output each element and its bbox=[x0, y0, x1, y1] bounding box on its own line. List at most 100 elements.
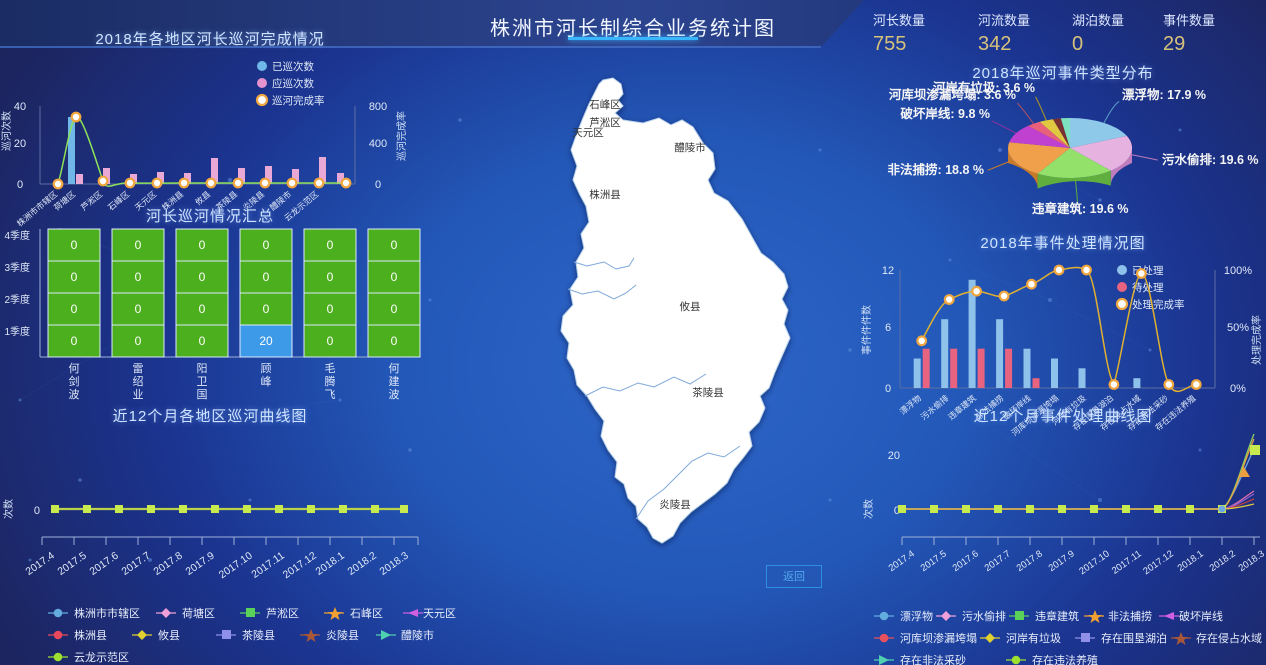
svg-text:茶陵县: 茶陵县 bbox=[242, 629, 275, 642]
svg-text:2017.5: 2017.5 bbox=[56, 550, 89, 578]
svg-text:2017.10: 2017.10 bbox=[1077, 548, 1111, 577]
svg-text:攸县: 攸县 bbox=[680, 300, 701, 313]
svg-text:0: 0 bbox=[199, 334, 206, 348]
svg-text:荷塘区: 荷塘区 bbox=[182, 606, 215, 620]
svg-text:20: 20 bbox=[888, 450, 900, 462]
svg-text:业: 业 bbox=[133, 388, 144, 401]
svg-text:2017.6: 2017.6 bbox=[88, 550, 121, 578]
svg-text:100%: 100% bbox=[1224, 265, 1252, 277]
svg-text:800: 800 bbox=[369, 101, 387, 113]
svg-text:炎陵县: 炎陵县 bbox=[659, 499, 691, 511]
svg-text:2017.7: 2017.7 bbox=[983, 548, 1013, 574]
svg-text:4季度: 4季度 bbox=[4, 229, 30, 242]
svg-text:0: 0 bbox=[327, 270, 334, 284]
svg-text:存在侵占水域: 存在侵占水域 bbox=[1196, 631, 1262, 645]
svg-text:0: 0 bbox=[135, 270, 142, 284]
svg-text:0: 0 bbox=[71, 302, 78, 316]
svg-text:已巡次数: 已巡次数 bbox=[272, 60, 314, 73]
svg-text:国: 国 bbox=[197, 388, 208, 401]
svg-text:2018.2: 2018.2 bbox=[1208, 548, 1238, 574]
svg-text:0: 0 bbox=[391, 238, 398, 252]
svg-text:0: 0 bbox=[885, 383, 891, 395]
svg-text:处理完成率: 处理完成率 bbox=[1132, 298, 1185, 311]
svg-text:0: 0 bbox=[199, 270, 206, 284]
svg-text:次数: 次数 bbox=[2, 499, 15, 519]
svg-text:0: 0 bbox=[71, 334, 78, 348]
svg-text:炎陵县: 炎陵县 bbox=[326, 629, 359, 642]
svg-text:漂浮物: 17.9 %: 漂浮物: 17.9 % bbox=[1122, 87, 1206, 102]
svg-text:0: 0 bbox=[327, 238, 334, 252]
svg-text:20: 20 bbox=[259, 334, 273, 348]
svg-text:河岸有垃圾: 河岸有垃圾 bbox=[1006, 631, 1061, 645]
svg-text:存在围垦湖泊: 存在围垦湖泊 bbox=[1101, 631, 1167, 645]
svg-text:0: 0 bbox=[391, 334, 398, 348]
svg-text:40: 40 bbox=[14, 101, 26, 113]
svg-text:2017.6: 2017.6 bbox=[951, 548, 981, 574]
svg-text:2017.12: 2017.12 bbox=[281, 550, 319, 582]
svg-text:卫: 卫 bbox=[197, 376, 208, 388]
svg-text:2017.9: 2017.9 bbox=[184, 550, 217, 578]
svg-text:株洲市市辖区: 株洲市市辖区 bbox=[74, 606, 140, 620]
svg-text:2018.3: 2018.3 bbox=[378, 550, 411, 578]
svg-text:何: 何 bbox=[389, 362, 400, 375]
svg-text:0: 0 bbox=[199, 302, 206, 316]
svg-text:2017.11: 2017.11 bbox=[1110, 548, 1144, 576]
svg-text:事件件件数: 事件件件数 bbox=[860, 305, 873, 355]
svg-text:0%: 0% bbox=[1230, 383, 1246, 395]
svg-text:顾: 顾 bbox=[261, 362, 272, 375]
svg-text:0: 0 bbox=[391, 270, 398, 284]
svg-text:污水偷排: 污水偷排 bbox=[962, 609, 1006, 623]
svg-text:阳: 阳 bbox=[197, 362, 208, 375]
svg-text:应巡次数: 应巡次数 bbox=[272, 77, 314, 90]
svg-text:1季度: 1季度 bbox=[4, 325, 30, 338]
svg-text:天元区: 天元区 bbox=[572, 127, 604, 139]
svg-text:400: 400 bbox=[369, 138, 387, 150]
svg-text:处理完成率: 处理完成率 bbox=[1250, 315, 1263, 365]
svg-text:2017.9: 2017.9 bbox=[1047, 548, 1077, 574]
svg-text:波: 波 bbox=[389, 388, 400, 401]
svg-text:2018.2: 2018.2 bbox=[346, 550, 379, 578]
svg-text:0: 0 bbox=[375, 179, 381, 191]
svg-text:破坏岸线: 9.8 %: 破坏岸线: 9.8 % bbox=[900, 106, 990, 121]
svg-text:2017.4: 2017.4 bbox=[24, 550, 57, 578]
svg-text:石峰区: 石峰区 bbox=[589, 99, 621, 111]
svg-text:波: 波 bbox=[69, 388, 80, 401]
svg-text:株洲县: 株洲县 bbox=[74, 628, 107, 642]
svg-text:非法捕捞: 18.8 %: 非法捕捞: 18.8 % bbox=[887, 162, 984, 177]
svg-text:峰: 峰 bbox=[261, 375, 272, 388]
svg-text:剑: 剑 bbox=[69, 374, 80, 388]
svg-text:天元区: 天元区 bbox=[423, 608, 456, 620]
svg-text:2017.7: 2017.7 bbox=[120, 550, 153, 578]
svg-text:0: 0 bbox=[135, 334, 142, 348]
svg-text:2018.1: 2018.1 bbox=[314, 550, 347, 578]
svg-text:存在非法采砂: 存在非法采砂 bbox=[900, 653, 966, 665]
svg-text:巡河完成率: 巡河完成率 bbox=[395, 111, 408, 161]
svg-text:河岸有垃圾: 3.6 %: 河岸有垃圾: 3.6 % bbox=[933, 80, 1035, 95]
svg-text:0: 0 bbox=[17, 179, 23, 191]
svg-text:河库坝渗漏垮塌: 河库坝渗漏垮塌 bbox=[900, 631, 977, 645]
svg-text:20: 20 bbox=[14, 138, 26, 150]
svg-text:0: 0 bbox=[71, 238, 78, 252]
svg-text:2017.12: 2017.12 bbox=[1141, 548, 1175, 577]
svg-text:芦淞区: 芦淞区 bbox=[266, 607, 299, 620]
svg-text:2017.8: 2017.8 bbox=[1015, 548, 1045, 574]
svg-text:0: 0 bbox=[391, 302, 398, 316]
svg-text:石峰区: 石峰区 bbox=[350, 607, 383, 620]
svg-text:茶陵县: 茶陵县 bbox=[692, 386, 724, 399]
svg-text:0: 0 bbox=[327, 302, 334, 316]
svg-text:2017.10: 2017.10 bbox=[217, 550, 255, 582]
svg-text:巡河次数: 巡河次数 bbox=[0, 111, 13, 151]
svg-text:绍: 绍 bbox=[133, 374, 144, 388]
svg-text:腾: 腾 bbox=[325, 374, 336, 388]
svg-text:云龙示范区: 云龙示范区 bbox=[74, 650, 129, 664]
svg-text:雷: 雷 bbox=[133, 362, 144, 375]
svg-text:醴陵市: 醴陵市 bbox=[674, 141, 706, 154]
svg-text:污水偷排: 19.6 %: 污水偷排: 19.6 % bbox=[1162, 152, 1259, 167]
svg-text:12: 12 bbox=[882, 265, 894, 277]
svg-text:建: 建 bbox=[389, 374, 400, 388]
svg-text:漂浮物: 漂浮物 bbox=[900, 609, 933, 623]
svg-text:0: 0 bbox=[263, 238, 270, 252]
svg-text:非法捕捞: 非法捕捞 bbox=[1108, 609, 1152, 623]
svg-text:2017.5: 2017.5 bbox=[919, 548, 949, 574]
svg-text:0: 0 bbox=[263, 302, 270, 316]
